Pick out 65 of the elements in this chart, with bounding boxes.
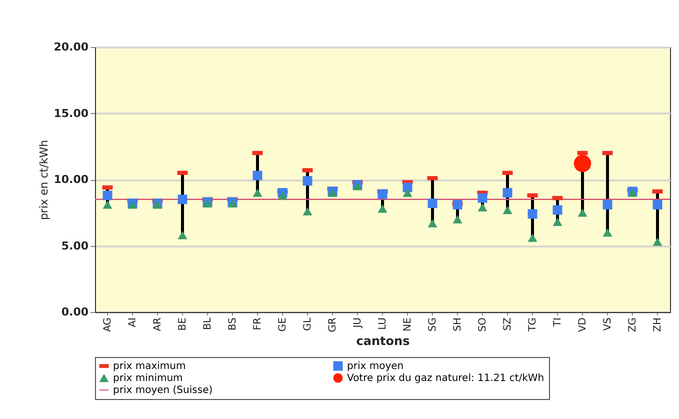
point	[302, 176, 312, 186]
point	[502, 188, 512, 198]
point	[602, 228, 612, 237]
x-tick-label: NE	[402, 318, 414, 332]
x-tick-label: ZH	[652, 318, 664, 332]
x-axis-title: cantons	[356, 334, 410, 348]
x-tick-label: GL	[302, 317, 314, 331]
x-tick-label: FR	[252, 317, 264, 330]
point	[102, 190, 112, 200]
point	[102, 200, 112, 209]
point	[574, 154, 592, 172]
x-tick-label: AI	[128, 318, 138, 328]
point	[528, 209, 538, 219]
point	[178, 194, 188, 204]
point	[502, 206, 512, 214]
legend-label: prix minimum	[113, 373, 183, 384]
point	[278, 191, 288, 200]
y-tick-label: 10.00	[54, 173, 89, 186]
point	[452, 215, 462, 224]
x-tick-label: BS	[228, 318, 238, 331]
x-tick-label: BE	[178, 318, 188, 331]
x-tick-label: VD	[578, 317, 588, 332]
x-tick-label: SG	[428, 318, 438, 332]
x-tick-label: TI	[552, 318, 564, 328]
x-tick-label: SZ	[502, 317, 514, 331]
point	[478, 203, 488, 212]
legend-label: prix maximum	[113, 361, 186, 372]
y-tick-label: 0.00	[61, 306, 89, 318]
point	[428, 219, 438, 228]
x-tick-label: ZG	[628, 318, 638, 332]
y-tick-label: 20.00	[54, 40, 89, 54]
x-tick-label: AR	[152, 317, 164, 332]
x-tick-label: LU	[378, 318, 388, 330]
y-tick-label: 15.00	[54, 106, 89, 120]
point	[552, 205, 562, 215]
point	[652, 200, 662, 210]
x-tick-label: BL	[202, 317, 214, 330]
legend-label: prix moyen (Suisse)	[113, 385, 213, 396]
x-tick-label: JU	[352, 318, 364, 329]
x-tick-label: GR	[328, 317, 338, 332]
x-tick-label: SO	[478, 317, 488, 332]
x-tick-label: AG	[102, 318, 114, 332]
point	[602, 200, 612, 210]
point	[402, 188, 412, 197]
point	[578, 208, 588, 217]
point	[552, 218, 562, 226]
x-tick-label: TG	[528, 318, 538, 332]
point	[252, 170, 262, 180]
point	[428, 198, 438, 208]
x-tick-label: GE	[278, 318, 288, 332]
point	[378, 189, 388, 199]
point	[478, 193, 488, 203]
point	[452, 200, 462, 210]
point	[178, 231, 188, 240]
point	[528, 234, 538, 242]
legend-label: Votre prix du gaz naturel: 11.21 ct/kWh	[347, 373, 544, 384]
point	[302, 207, 312, 216]
y-axis-title: prix en ct/kWh	[38, 140, 51, 220]
point	[252, 188, 262, 197]
point	[652, 238, 662, 246]
y-tick-label: 5.00	[61, 239, 89, 252]
x-tick-label: SH	[452, 318, 464, 332]
x-tick-label: VS	[602, 318, 614, 331]
legend-label: prix moyen	[347, 361, 404, 372]
point	[378, 204, 388, 213]
